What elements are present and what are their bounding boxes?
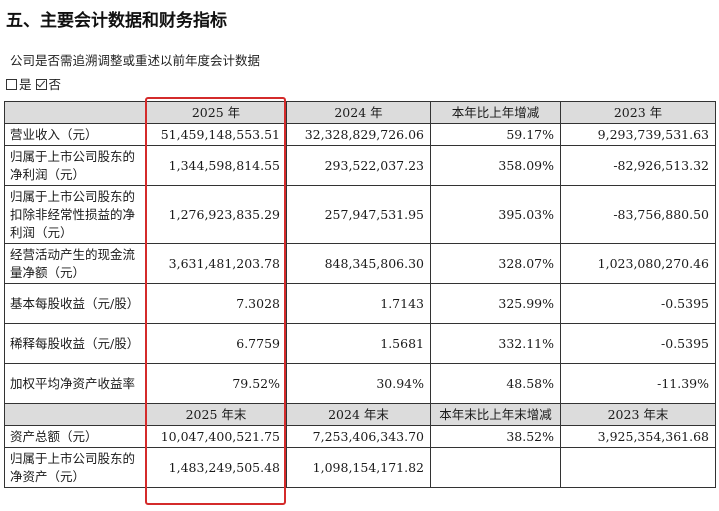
table-cell: 9,293,739,531.63	[560, 123, 716, 146]
header-cell: 2024 年末	[286, 403, 431, 426]
table-cell: 6.7759	[145, 323, 287, 364]
table-cell: 1.5681	[286, 323, 431, 364]
option-yes[interactable]: 是	[6, 77, 32, 92]
option-no[interactable]: 否	[35, 77, 62, 92]
table-cell: 293,522,037.23	[286, 145, 431, 186]
row-label: 基本每股收益（元/股）	[4, 283, 146, 324]
header-cell: 2023 年末	[560, 403, 716, 426]
table-cell: -0.5395	[560, 323, 716, 364]
table-cell: 38.52%	[430, 425, 561, 448]
table-cell: 3,925,354,361.68	[560, 425, 716, 448]
table-cell: 1,344,598,814.55	[145, 145, 287, 186]
financial-indicators-table: 2025 年 2024 年 本年比上年增减 2023 年 营业收入（元） 51,…	[4, 101, 716, 488]
section-heading: 五、主要会计数据和财务指标	[6, 11, 227, 31]
table-row: 归属于上市公司股东的扣除非经常性损益的净利润（元） 1,276,923,835.…	[4, 185, 716, 244]
table-row: 基本每股收益（元/股） 7.3028 1.7143 325.99% -0.539…	[4, 283, 716, 324]
table-cell: 848,345,806.30	[286, 243, 431, 284]
row-label: 归属于上市公司股东的净资产（元）	[4, 447, 146, 488]
table-cell: 79.52%	[145, 363, 287, 404]
table-cell: 257,947,531.95	[286, 185, 431, 244]
restate-question: 公司是否需追溯调整或重述以前年度会计数据	[10, 53, 261, 68]
table-cell: 1,098,154,171.82	[286, 447, 431, 488]
option-yes-label: 是	[19, 77, 32, 92]
header-cell: 2025 年末	[145, 403, 287, 426]
table-cell: -82,926,513.32	[560, 145, 716, 186]
table-cell: 48.58%	[430, 363, 561, 404]
table-cell: 32,328,829,726.06	[286, 123, 431, 146]
table-cell: 1,023,080,270.46	[560, 243, 716, 284]
table-cell: 358.09%	[430, 145, 561, 186]
table-cell: 1.7143	[286, 283, 431, 324]
table-cell: 30.94%	[286, 363, 431, 404]
table-header-row: 2025 年 2024 年 本年比上年增减 2023 年	[4, 101, 716, 124]
table-cell: 3,631,481,203.78	[145, 243, 287, 284]
table-cell: 10,047,400,521.75	[145, 425, 287, 448]
header-cell: 2025 年	[145, 101, 287, 124]
row-label: 归属于上市公司股东的扣除非经常性损益的净利润（元）	[4, 185, 146, 244]
table-cell: -0.5395	[560, 283, 716, 324]
table-cell: 1,276,923,835.29	[145, 185, 287, 244]
table-cell: 325.99%	[430, 283, 561, 324]
table-cell: 395.03%	[430, 185, 561, 244]
table-cell: 7,253,406,343.70	[286, 425, 431, 448]
table-row: 归属于上市公司股东的净利润（元） 1,344,598,814.55 293,52…	[4, 145, 716, 186]
row-label: 经营活动产生的现金流量净额（元）	[4, 243, 146, 284]
header-cell: 2024 年	[286, 101, 431, 124]
row-label: 营业收入（元）	[4, 123, 146, 146]
table-cell: -11.39%	[560, 363, 716, 404]
row-label: 归属于上市公司股东的净利润（元）	[4, 145, 146, 186]
row-label: 稀释每股收益（元/股）	[4, 323, 146, 364]
table-cell: 328.07%	[430, 243, 561, 284]
header-cell: 2023 年	[560, 101, 716, 124]
row-label: 加权平均净资产收益率	[4, 363, 146, 404]
table-cell: 59.17%	[430, 123, 561, 146]
table-cell: 332.11%	[430, 323, 561, 364]
table-cell: 7.3028	[145, 283, 287, 324]
header-cell	[4, 403, 146, 426]
header-cell	[4, 101, 146, 124]
restate-options: 是 否	[6, 74, 61, 93]
table-cell	[560, 447, 716, 488]
table-row: 归属于上市公司股东的净资产（元） 1,483,249,505.48 1,098,…	[4, 447, 716, 488]
table-header-row: 2025 年末 2024 年末 本年末比上年末增减 2023 年末	[4, 403, 716, 426]
table-row: 稀释每股收益（元/股） 6.7759 1.5681 332.11% -0.539…	[4, 323, 716, 364]
header-cell: 本年比上年增减	[430, 101, 561, 124]
checked-checkbox-icon[interactable]	[35, 79, 47, 90]
header-cell: 本年末比上年末增减	[430, 403, 561, 426]
option-no-label: 否	[48, 77, 62, 92]
table-row: 加权平均净资产收益率 79.52% 30.94% 48.58% -11.39%	[4, 363, 716, 404]
table-cell	[430, 447, 561, 488]
table-cell: 1,483,249,505.48	[145, 447, 287, 488]
checkbox-icon[interactable]	[6, 79, 17, 90]
table-row: 资产总额（元） 10,047,400,521.75 7,253,406,343.…	[4, 425, 716, 448]
table-row: 营业收入（元） 51,459,148,553.51 32,328,829,726…	[4, 123, 716, 146]
row-label: 资产总额（元）	[4, 425, 146, 448]
table-cell: -83,756,880.50	[560, 185, 716, 244]
table-row: 经营活动产生的现金流量净额（元） 3,631,481,203.78 848,34…	[4, 243, 716, 284]
table-cell: 51,459,148,553.51	[145, 123, 287, 146]
